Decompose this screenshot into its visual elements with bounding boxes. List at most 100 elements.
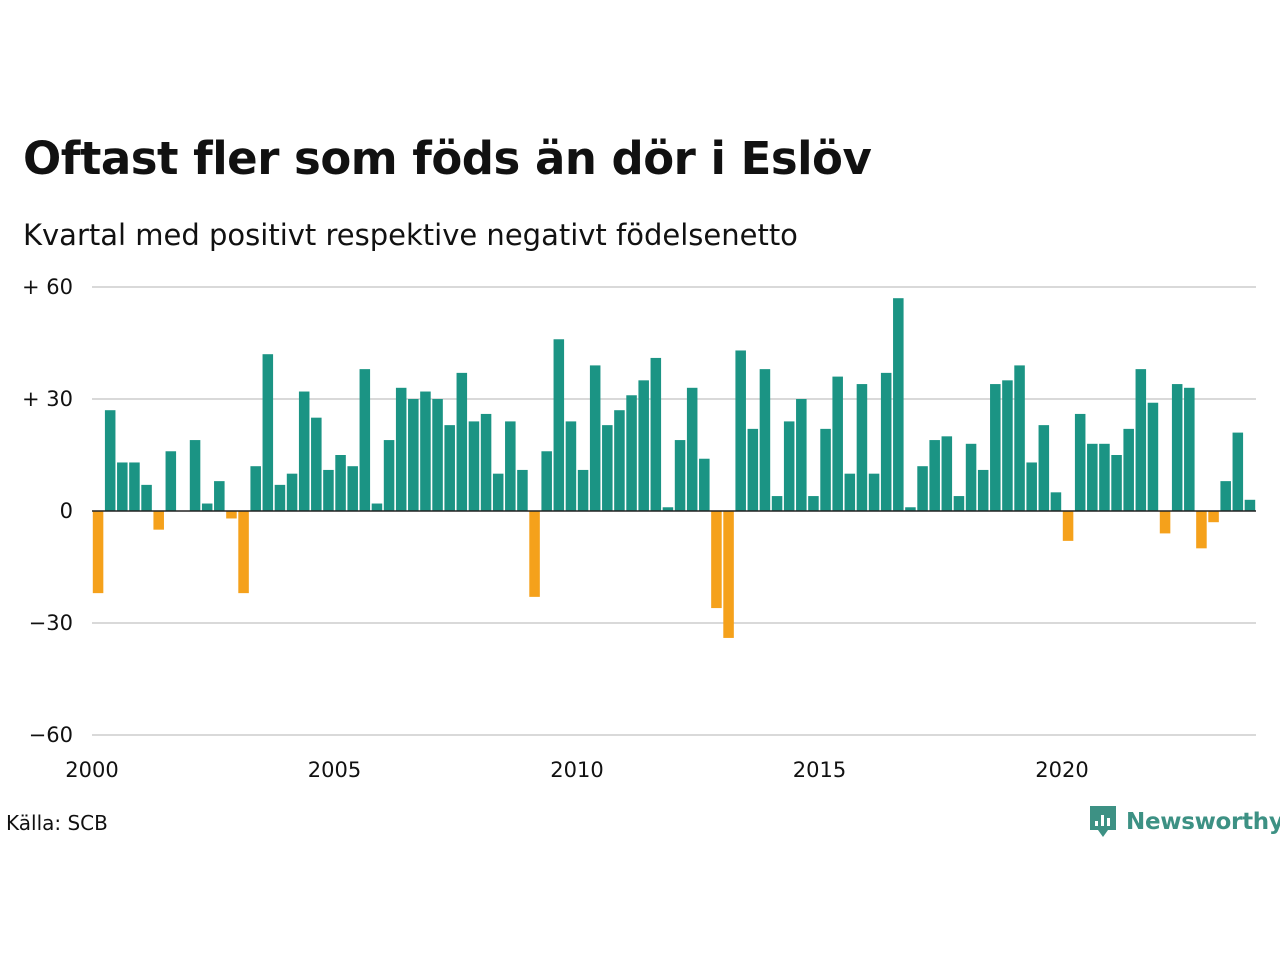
bar: [456, 372, 468, 511]
bar: [505, 421, 516, 511]
bar: [383, 440, 395, 511]
bar: [492, 473, 504, 511]
source-note: Källa: SCB: [6, 811, 108, 835]
bar: [214, 481, 225, 511]
bar: [880, 372, 892, 511]
brand-logo: Newsworthy: [1088, 804, 1280, 840]
bar: [286, 473, 298, 511]
x-tick-label: 2010: [550, 758, 603, 782]
bar: [408, 399, 419, 511]
bar: [832, 376, 843, 511]
bar: [1220, 481, 1231, 511]
bar: [941, 436, 953, 511]
bar: [917, 466, 928, 511]
bar: [153, 511, 164, 530]
bar: [820, 428, 831, 511]
bar: [1171, 384, 1183, 511]
bar: [141, 484, 152, 511]
bar: [577, 469, 589, 511]
bar: [553, 339, 565, 511]
bar: [189, 440, 201, 511]
bar: [420, 391, 431, 511]
bar: [929, 440, 940, 511]
bar: [856, 384, 868, 511]
bar: [844, 473, 856, 511]
bar: [1184, 387, 1195, 511]
bar: [238, 511, 249, 594]
bar: [1002, 380, 1013, 511]
x-tick-label: 2000: [65, 758, 118, 782]
bar: [1026, 462, 1037, 511]
bar: [723, 511, 734, 638]
bar: [298, 391, 310, 511]
bar: [359, 369, 371, 511]
bar: [1111, 455, 1122, 511]
bar: [638, 380, 649, 511]
x-tick-label: 2015: [793, 758, 846, 782]
bar: [468, 421, 480, 511]
bar: [686, 387, 698, 511]
bar: [990, 384, 1001, 511]
bar: [1147, 402, 1159, 511]
bars: [92, 298, 1256, 638]
bar: [129, 462, 140, 511]
chart-subtitle: Kvartal med positivt respektive negativt…: [23, 218, 798, 252]
bar: [1038, 425, 1050, 511]
bar: [796, 399, 807, 511]
bar: [1062, 511, 1074, 541]
bar: [1074, 413, 1086, 511]
bar: [1232, 432, 1244, 511]
bar: [674, 440, 686, 511]
bar: [432, 399, 443, 511]
bar: [92, 511, 104, 594]
y-tick-label: −30: [29, 611, 73, 635]
bar: [262, 354, 274, 511]
bar: [699, 458, 710, 511]
bar: [589, 365, 601, 511]
bar: [1135, 369, 1147, 511]
bar: [783, 421, 795, 511]
newsworthy-logo-icon: [1090, 806, 1116, 837]
bar: [1159, 511, 1171, 534]
bar: [650, 357, 662, 511]
bar: [201, 503, 213, 511]
bar: [1123, 428, 1134, 511]
bar: [1014, 365, 1025, 511]
bar: [662, 507, 674, 511]
bar: [395, 387, 407, 511]
bar: [868, 473, 880, 511]
bar: [808, 496, 819, 511]
bar: [250, 466, 261, 511]
bar: [104, 410, 116, 511]
bar: [602, 425, 613, 511]
bar: [614, 410, 625, 511]
bar: [335, 455, 346, 511]
bar: [226, 511, 237, 519]
y-tick-label: + 30: [22, 387, 73, 411]
bar: [311, 417, 322, 511]
gridlines: [92, 286, 1256, 736]
bar: [1196, 511, 1207, 549]
bar: [444, 425, 455, 511]
y-tick-label: −60: [29, 723, 73, 747]
y-tick-label: 0: [60, 499, 73, 523]
bar: [965, 443, 977, 511]
bar: [517, 469, 528, 511]
bar: [117, 462, 128, 511]
chart-title: Oftast fler som föds än dör i Eslöv: [23, 132, 872, 185]
bar: [1208, 511, 1219, 523]
bar: [529, 511, 540, 597]
bar: [274, 484, 286, 511]
bar: [735, 350, 746, 511]
bar: [565, 421, 577, 511]
bar: [1050, 492, 1062, 511]
bar: [893, 298, 904, 511]
bar: [1099, 443, 1110, 511]
bar: [323, 469, 334, 511]
bar: [480, 413, 492, 511]
bar: [771, 496, 783, 511]
bar: [747, 428, 759, 511]
axes: + 60 + 30 0 −30 −60 2000 2005 2010 2015 2020: [22, 275, 1256, 782]
bar: [1244, 499, 1256, 511]
